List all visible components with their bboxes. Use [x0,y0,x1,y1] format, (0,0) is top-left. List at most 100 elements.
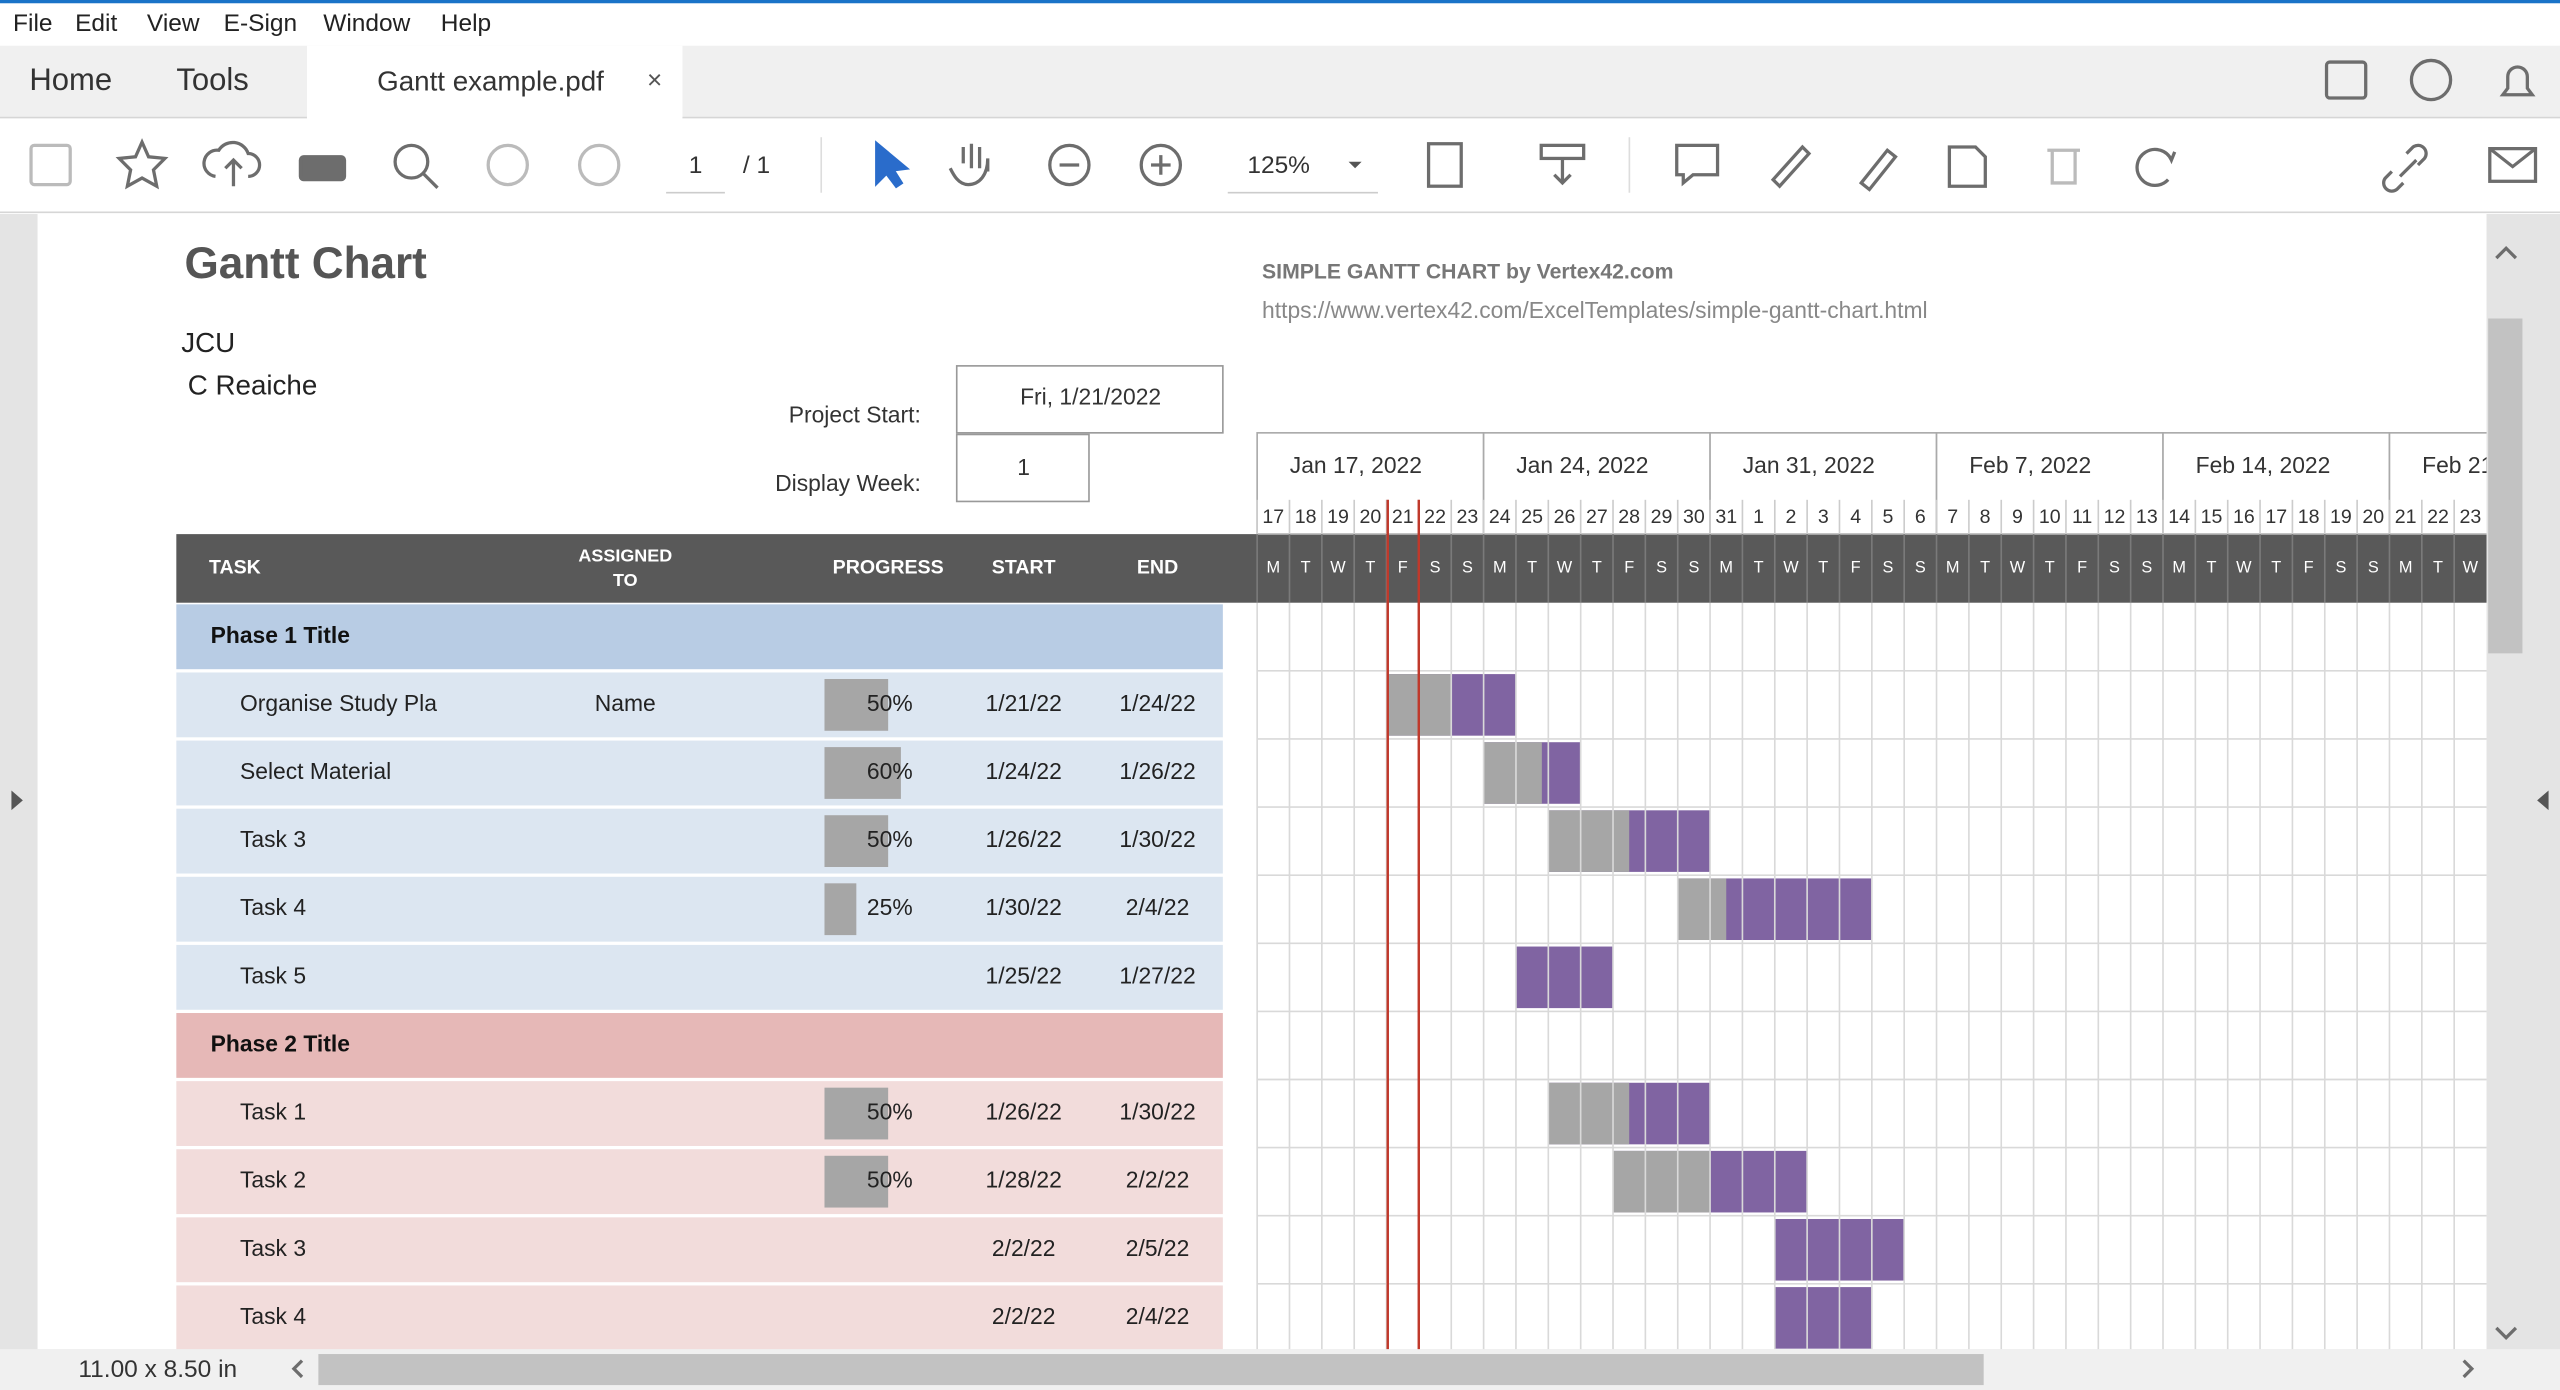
zoom-out[interactable] [1048,143,1091,187]
day-number: 5 [1883,506,1894,528]
search-icon[interactable] [393,143,430,180]
horizontal-scrollbar[interactable] [318,1354,1984,1386]
column-header: ASSIGNED [578,546,672,566]
day-number: 21 [2395,506,2417,528]
weekday: W [2236,559,2252,577]
page-number[interactable]: 1 [689,152,703,179]
bookmark-icon[interactable] [115,138,169,190]
task-end: 2/4/22 [1126,894,1190,920]
page-size: 11.00 x 8.50 in [78,1356,237,1383]
select-tool[interactable] [875,140,911,189]
doc-title: Gantt Chart [184,239,427,288]
task-start: 1/21/22 [986,690,1062,716]
week-box [1482,432,1711,535]
weekday: T [1527,559,1537,577]
task-name: Task 1 [240,1099,306,1125]
menu-item[interactable]: E-Sign [224,10,297,37]
rotate-icon[interactable] [2135,147,2177,187]
week-label: Feb 21, 2022 [2422,452,2557,478]
day-number: 15 [2201,506,2223,528]
comment-icon[interactable] [1675,143,1720,187]
day-number: 16 [2233,506,2255,528]
weekday: T [1754,559,1764,577]
document-tab-title[interactable]: Gantt example.pdf [377,66,604,97]
task-row [176,944,1223,1010]
day-number: 9 [2012,506,2023,528]
tab-bar-icons [2324,58,2536,102]
day-number: 27 [1586,506,1608,528]
task-end: 1/30/22 [1119,826,1195,852]
weekday: W [1783,559,1799,577]
task-start: 1/26/22 [986,1099,1062,1125]
task-row [176,740,1223,806]
menu-item[interactable]: Help [441,10,491,37]
email-icon[interactable] [2488,147,2538,183]
tools-tab[interactable]: Tools [176,62,248,97]
week-box [1935,432,2164,535]
document-tab[interactable] [306,45,683,120]
gantt-bar [1774,1287,1872,1349]
weekday: T [1365,559,1375,577]
menu-item[interactable]: View [147,10,200,37]
task-row [176,876,1223,942]
weekday: F [1398,559,1408,577]
hscroll-arrows[interactable] [291,1359,2475,1379]
upload-icon[interactable] [202,140,262,187]
menu-item[interactable]: File [13,10,52,37]
zoom-in[interactable] [1139,143,1183,187]
scroll-arrows[interactable] [2495,245,2518,1341]
highlight-icon[interactable] [1770,144,1812,189]
hand-tool[interactable] [948,143,990,187]
weekday: F [2077,559,2087,577]
menu-item[interactable]: Edit [75,10,117,37]
share-icon[interactable] [2324,60,2368,100]
right-panel-toggle[interactable] [2537,790,2549,811]
task-start: 2/2/22 [992,1235,1056,1261]
task-end: 1/26/22 [1119,758,1195,784]
close-tab[interactable]: × [647,65,662,95]
sign-icon[interactable] [1858,147,1898,192]
zoom-level[interactable]: 125% [1247,152,1310,179]
task-name: Task 5 [240,962,306,988]
task-end: 2/4/22 [1126,1303,1190,1329]
prev-page[interactable] [486,143,529,187]
next-page[interactable] [577,143,621,187]
page-display[interactable] [1426,142,1463,188]
gantt: TASK ASSIGNED TO PROGRESS START END Jan 17, 20… [176,432,2557,1350]
day-number: 2 [1786,506,1797,528]
day-number: 7 [1947,506,1958,528]
gantt-progress [1613,1150,1711,1213]
notifications-icon[interactable] [2499,65,2536,97]
template-credit: SIMPLE GANTT CHART by Vertex42.com [1262,260,1673,283]
day-number: 28 [1618,506,1640,528]
menu-bar: File Edit View E-Sign Window Help [13,10,491,37]
home-tab[interactable]: Home [29,62,112,97]
link-icon[interactable] [2382,143,2428,193]
delete-icon[interactable] [2047,148,2080,185]
print-icon[interactable] [298,155,347,182]
vertical-scrollbar[interactable] [2488,318,2523,654]
header-row [176,534,2487,603]
weekday: S [1688,559,1699,577]
save-icon[interactable] [29,143,72,187]
day-number: 31 [1715,506,1737,528]
menu-item[interactable]: Window [323,10,410,37]
weekday: S [1656,559,1667,577]
day-number: 12 [2104,506,2126,528]
day-number: 10 [2039,506,2061,528]
phase-title: Phase 2 Title [211,1030,350,1056]
help-icon[interactable] [2409,58,2453,102]
day-number: 17 [2265,506,2287,528]
project-start-label: Project Start: [789,402,921,428]
progress-label: 50% [867,1167,913,1193]
day-number: 20 [1359,506,1381,528]
gantt-bar [1515,946,1614,1009]
fill-sign-icon[interactable] [1947,145,1987,188]
task-row [176,1285,1223,1350]
display-week-box [955,433,1090,503]
template-url[interactable]: https://www.vertex42.com/ExcelTemplates/… [1262,297,1928,323]
left-panel-toggle[interactable] [11,790,23,811]
day-number: 18 [1295,506,1317,528]
gantt-progress [1548,810,1630,872]
weekday: M [1946,559,1960,577]
